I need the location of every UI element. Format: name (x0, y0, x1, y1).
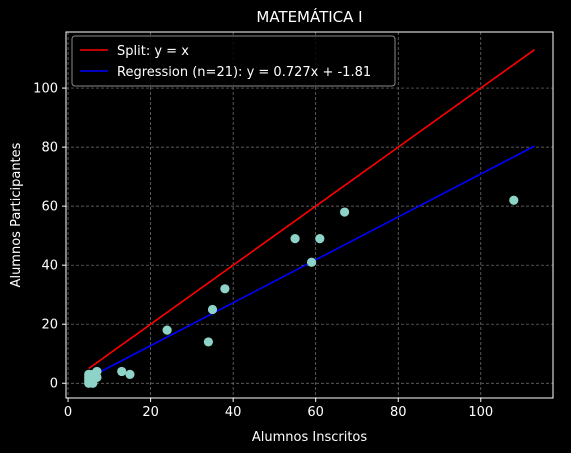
plot-frame (65, 31, 554, 399)
plot-area (66, 32, 553, 398)
scatter-points (84, 195, 519, 388)
data-point (117, 366, 127, 377)
y-tick-label: 100 (33, 82, 58, 97)
data-point (220, 284, 230, 294)
chart-title: MATEMÁTICA I (256, 7, 362, 26)
data-point (92, 366, 102, 377)
x-tick-label: 60 (307, 405, 324, 420)
x-axis-ticks: 0 20 40 60 80 100 (64, 398, 493, 420)
split-line (88, 49, 535, 370)
data-point (315, 234, 325, 244)
data-point (162, 325, 172, 335)
legend-box (71, 35, 396, 87)
data-point (509, 195, 519, 205)
x-tick-label: 80 (390, 405, 407, 420)
x-tick-label: 20 (142, 405, 159, 420)
y-tick-label: 80 (41, 141, 58, 156)
y-tick-label: 20 (41, 318, 58, 333)
data-point (88, 378, 98, 388)
y-tick-label: 40 (41, 259, 58, 274)
y-tick-label: 0 (50, 377, 58, 392)
data-point (339, 207, 350, 217)
data-point (290, 234, 300, 244)
data-point (207, 304, 218, 315)
y-axis-ticks: 0 20 40 60 80 100 (33, 82, 66, 392)
legend: Split: y = x Regression (n=21): y = 0.72… (71, 35, 396, 87)
x-tick-label: 100 (468, 405, 493, 420)
legend-label-split: Split: y = x (117, 44, 189, 59)
data-point (203, 337, 213, 347)
data-point (125, 369, 135, 379)
legend-label-regression: Regression (n=21): y = 0.727x + -1.81 (117, 65, 371, 80)
data-point (306, 257, 317, 267)
y-axis-label: Alumnos Participantes (9, 142, 24, 287)
y-tick-label: 60 (41, 200, 58, 215)
x-tick-label: 0 (64, 405, 72, 420)
x-axis-label: Alumnos Inscritos (252, 430, 368, 445)
grid-lines (66, 32, 553, 398)
x-tick-label: 40 (225, 405, 242, 420)
